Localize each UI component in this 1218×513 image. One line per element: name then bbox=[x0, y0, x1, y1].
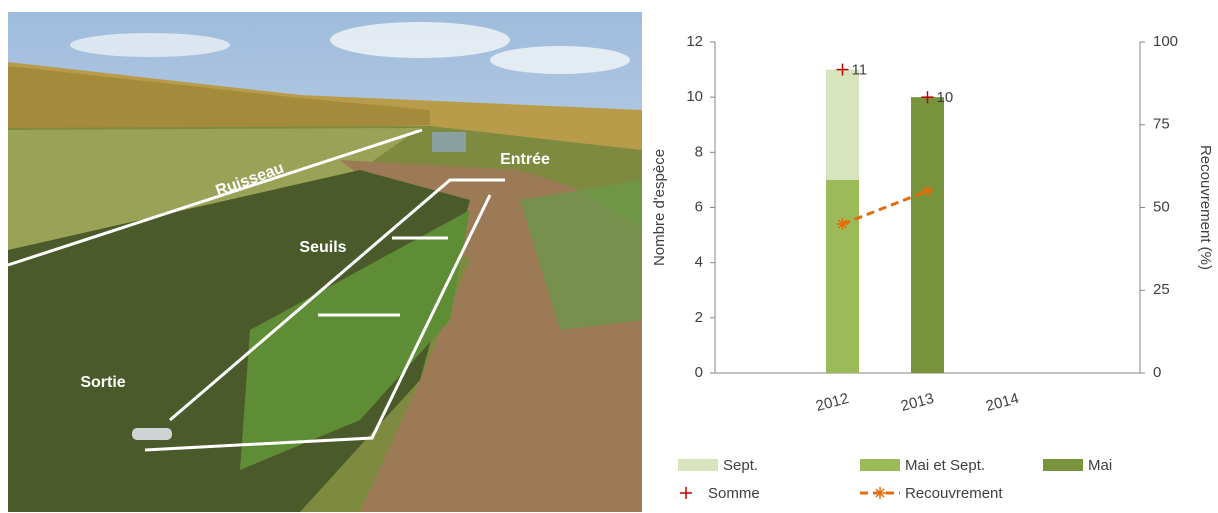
y-axis-title: Nombre d'espèce bbox=[651, 149, 668, 266]
y2-tick-label: 0 bbox=[1153, 364, 1161, 381]
legend-label: Sept. bbox=[723, 457, 758, 474]
data-label: 11 bbox=[852, 62, 868, 79]
sum-marker bbox=[921, 91, 934, 104]
line bbox=[841, 189, 929, 226]
photo-label: Sortie bbox=[80, 374, 125, 391]
legend-swatch bbox=[874, 487, 886, 499]
y-tick-label: 2 bbox=[695, 309, 703, 326]
line-marker bbox=[921, 184, 934, 197]
y-tick-label: 4 bbox=[695, 254, 703, 271]
y-tick-label: 8 bbox=[695, 143, 703, 160]
photo-label: Seuils bbox=[299, 239, 346, 256]
y2-tick-label: 50 bbox=[1153, 198, 1170, 215]
legend-swatch bbox=[678, 459, 718, 471]
photo-label: Entrée bbox=[500, 151, 550, 168]
bar bbox=[826, 69, 859, 180]
y-tick-label: 6 bbox=[695, 198, 703, 215]
x-tick-label: 2012 bbox=[814, 390, 851, 415]
x-tick-label: 2014 bbox=[984, 390, 1021, 415]
y2-tick-label: 100 bbox=[1153, 33, 1178, 50]
legend-swatch bbox=[860, 459, 900, 471]
y-tick-label: 12 bbox=[686, 33, 703, 50]
y2-axis-title: Recouvrement (%) bbox=[1197, 145, 1214, 270]
bar bbox=[911, 97, 944, 374]
y-tick-label: 0 bbox=[695, 364, 703, 381]
line-marker bbox=[836, 218, 849, 231]
y2-tick-label: 25 bbox=[1153, 281, 1170, 298]
sum-marker bbox=[836, 63, 849, 76]
legend-label: Mai bbox=[1088, 457, 1112, 474]
legend-label: Mai et Sept. bbox=[905, 457, 985, 474]
y-tick-label: 10 bbox=[686, 88, 703, 105]
y2-tick-label: 75 bbox=[1153, 116, 1170, 133]
photo: Ruisseau Entrée Seuils Sortie bbox=[7, 12, 642, 512]
bar bbox=[826, 179, 859, 373]
legend-swatch bbox=[680, 487, 692, 499]
chart: 0 2 4 6 8 10 12 0 25 50 75 100 Nombre d'espèce Recouv… bbox=[651, 33, 1214, 502]
data-label: 10 bbox=[937, 89, 954, 106]
legend-label: Recouvrement bbox=[905, 485, 1003, 502]
x-tick-label: 2013 bbox=[899, 390, 936, 415]
legend-label: Somme bbox=[708, 485, 760, 502]
legend-swatch bbox=[1043, 459, 1083, 471]
